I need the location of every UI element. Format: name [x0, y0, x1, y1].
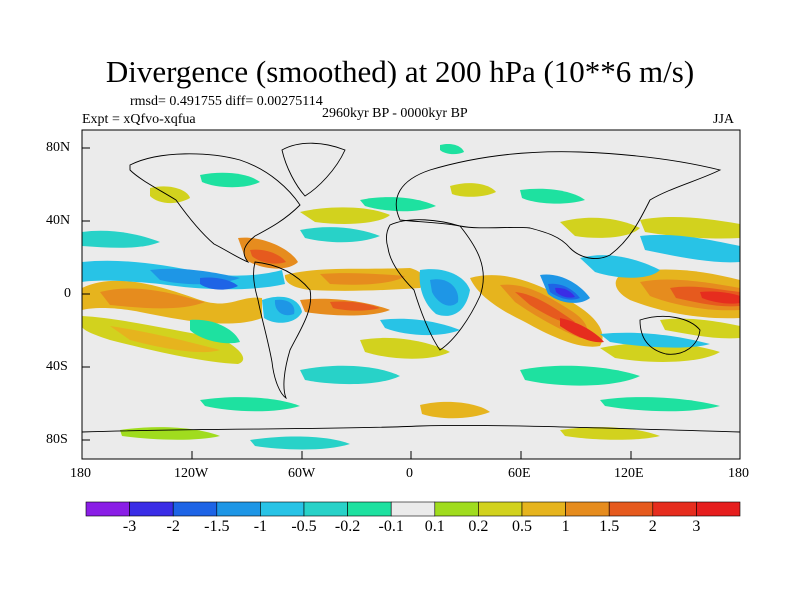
colorbar-box-11: [565, 501, 610, 517]
lat-label-80n: 80N: [46, 140, 71, 155]
lon-label-0: 0: [406, 466, 413, 481]
colorbar-box-0: [85, 501, 130, 517]
colorbar-label: -0.1: [378, 518, 404, 535]
plot-area: [82, 130, 740, 459]
colorbar-label: 2: [648, 518, 657, 535]
colorbar-box-2: [172, 501, 218, 517]
colorbar-box-7: [390, 501, 436, 517]
period-label: 2960kyr BP - 0000kyr BP: [322, 106, 468, 121]
stats-text: rmsd= 0.491755 diff= 0.00275114: [130, 94, 323, 109]
coastlines: [82, 142, 740, 433]
colorbar-box-6: [347, 501, 392, 517]
colorbar-box-4: [260, 501, 305, 517]
colorbar-label: 1.5: [599, 518, 620, 535]
positive-anomalies: [82, 183, 740, 440]
lat-label-0: 0: [64, 286, 71, 301]
lon-label-180e: 180: [728, 466, 749, 481]
colorbar-box-9: [478, 501, 523, 517]
colorbar-box-12: [608, 501, 654, 517]
axis-ticks: [81, 147, 741, 459]
colorbar-box-13: [652, 501, 697, 517]
lon-label-120e: 120E: [614, 466, 644, 481]
colorbar-box-5: [303, 501, 348, 517]
season-label: JJA: [713, 112, 735, 127]
colorbar-label: -1: [253, 518, 268, 535]
colorbar: [85, 501, 741, 517]
colorbar-label: -0.2: [334, 518, 361, 535]
lat-label-80s: 80S: [46, 432, 68, 447]
colorbar-box-3: [216, 501, 261, 517]
colorbar-label: -3: [122, 518, 137, 535]
colorbar-box-1: [129, 501, 174, 517]
lat-label-40s: 40S: [46, 359, 68, 374]
lon-label-180w: 180: [70, 466, 91, 481]
lon-label-120w: 120W: [174, 466, 209, 481]
colorbar-label: 0.1: [424, 518, 445, 535]
colorbar-label: -0.5: [291, 518, 317, 535]
lat-label-40n: 40N: [46, 213, 71, 228]
colorbar-label: 0.5: [512, 518, 532, 535]
experiment-label: Expt = xQfvo-xqfua: [82, 112, 196, 127]
negative-anomalies: [82, 143, 740, 450]
colorbar-label: 3: [692, 518, 701, 535]
colorbar-label: 1: [561, 518, 570, 535]
lon-label-60e: 60E: [508, 466, 531, 481]
map-title: Divergence (smoothed) at 200 hPa (10**6 …: [105, 54, 695, 89]
colorbar-label: -2: [166, 518, 180, 535]
colorbar-box-14: [696, 501, 741, 517]
colorbar-label: 0.2: [468, 518, 489, 535]
colorbar-box-8: [434, 501, 479, 517]
colorbar-label: -1.5: [204, 518, 230, 535]
lon-label-60w: 60W: [288, 466, 316, 481]
colorbar-box-10: [521, 501, 566, 517]
